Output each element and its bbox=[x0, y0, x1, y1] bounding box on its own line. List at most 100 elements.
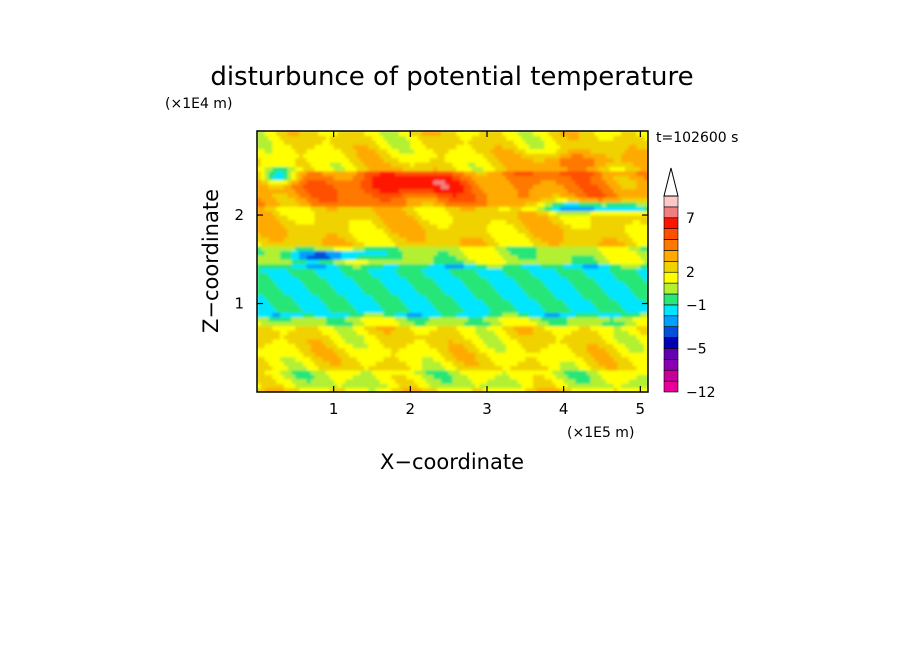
field-cell bbox=[414, 161, 419, 167]
field-cell bbox=[310, 343, 316, 349]
field-cell bbox=[356, 285, 362, 291]
field-cell bbox=[410, 276, 415, 283]
field-cell bbox=[410, 343, 415, 349]
field-cell bbox=[372, 285, 377, 291]
field-cell bbox=[379, 223, 385, 229]
field-cell bbox=[510, 197, 515, 203]
field-cell bbox=[322, 161, 327, 167]
field-cell bbox=[360, 188, 365, 194]
field-cell bbox=[510, 228, 515, 234]
field-cell bbox=[513, 387, 519, 392]
field-cell bbox=[383, 347, 388, 353]
field-cell bbox=[444, 303, 450, 309]
field-cell bbox=[299, 361, 304, 367]
field-cell bbox=[513, 276, 519, 283]
field-cell bbox=[398, 170, 404, 176]
field-cell bbox=[283, 369, 289, 375]
field-cell bbox=[567, 303, 572, 309]
field-cell bbox=[299, 161, 304, 167]
field-cell bbox=[425, 201, 431, 207]
field-cell bbox=[387, 179, 392, 185]
field-cell bbox=[314, 299, 319, 305]
field-cell bbox=[356, 157, 362, 163]
field-cell bbox=[387, 166, 392, 172]
field-cell bbox=[544, 365, 549, 371]
field-cell bbox=[559, 166, 565, 172]
field-cell bbox=[337, 197, 342, 203]
field-cell bbox=[525, 285, 530, 291]
field-cell bbox=[337, 369, 342, 375]
field-cell bbox=[257, 144, 262, 150]
field-cell bbox=[525, 272, 530, 278]
field-cell bbox=[552, 246, 557, 252]
field-cell bbox=[536, 206, 542, 212]
field-cell bbox=[418, 352, 423, 358]
field-cell bbox=[544, 179, 549, 185]
field-cell bbox=[441, 356, 446, 362]
field-cell bbox=[517, 157, 523, 163]
field-cell bbox=[521, 325, 526, 331]
field-cell bbox=[490, 343, 496, 349]
field-cell bbox=[364, 215, 369, 221]
field-cell bbox=[406, 246, 411, 252]
field-cell bbox=[341, 144, 346, 150]
field-cell bbox=[368, 307, 373, 313]
field-cell bbox=[437, 387, 442, 392]
field-cell bbox=[368, 166, 373, 172]
field-cell bbox=[375, 378, 381, 384]
field-cell bbox=[414, 237, 419, 243]
field-cell bbox=[283, 246, 289, 252]
field-cell bbox=[310, 175, 316, 181]
field-cell bbox=[268, 369, 273, 375]
field-cell bbox=[352, 290, 358, 296]
field-cell bbox=[540, 281, 546, 287]
field-cell bbox=[452, 316, 457, 322]
field-cell bbox=[272, 281, 277, 287]
field-cell bbox=[506, 223, 511, 229]
field-cell bbox=[441, 192, 446, 198]
field-cell bbox=[414, 316, 419, 322]
field-cell bbox=[444, 157, 450, 163]
field-cell bbox=[563, 184, 569, 190]
field-cell bbox=[414, 338, 419, 344]
field-cell bbox=[383, 361, 388, 367]
field-cell bbox=[433, 294, 438, 300]
field-cell bbox=[310, 201, 316, 207]
field-cell bbox=[521, 228, 526, 234]
field-cell bbox=[444, 210, 450, 216]
field-cell bbox=[425, 135, 431, 141]
field-cell bbox=[276, 170, 281, 176]
field-cell bbox=[490, 228, 496, 234]
field-cell bbox=[487, 343, 492, 349]
field-cell bbox=[456, 383, 461, 389]
field-cell bbox=[475, 175, 480, 181]
field-cell bbox=[280, 131, 285, 137]
field-cell bbox=[483, 139, 488, 145]
field-cell bbox=[448, 312, 454, 318]
field-cell bbox=[414, 215, 419, 221]
field-cell bbox=[306, 281, 312, 287]
field-cell bbox=[464, 316, 469, 322]
field-cell bbox=[536, 170, 542, 176]
field-cell bbox=[264, 148, 270, 154]
field-cell bbox=[548, 166, 553, 172]
field-cell bbox=[571, 268, 576, 274]
field-cell bbox=[364, 268, 369, 274]
field-cell bbox=[276, 312, 281, 318]
field-cell bbox=[368, 365, 373, 371]
field-cell bbox=[498, 272, 503, 278]
field-cell bbox=[257, 148, 262, 154]
field-cell bbox=[418, 316, 423, 322]
field-cell bbox=[441, 201, 446, 207]
field-cell bbox=[398, 144, 404, 150]
field-cell bbox=[368, 281, 373, 287]
field-cell bbox=[391, 188, 396, 194]
field-cell bbox=[456, 148, 461, 154]
field-cell bbox=[333, 219, 339, 225]
field-cell bbox=[475, 139, 480, 145]
field-cell bbox=[283, 374, 289, 380]
field-cell bbox=[402, 276, 408, 283]
field-cell bbox=[260, 148, 266, 154]
field-cell bbox=[280, 330, 285, 336]
field-cell bbox=[337, 210, 342, 216]
